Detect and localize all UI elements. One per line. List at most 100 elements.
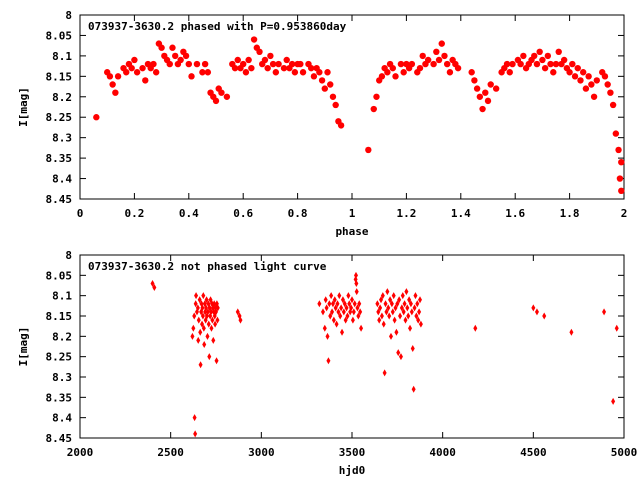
plot-frame bbox=[79, 254, 625, 439]
y-tick-label: 8.25 bbox=[46, 111, 73, 124]
data-point bbox=[327, 300, 332, 308]
data-point bbox=[441, 52, 448, 60]
data-point bbox=[413, 292, 418, 300]
y-tick-label: 8.1 bbox=[52, 50, 72, 63]
data-point bbox=[582, 85, 590, 92]
data-point bbox=[438, 40, 445, 47]
data-point bbox=[416, 316, 421, 324]
data-point bbox=[352, 300, 357, 308]
data-point bbox=[238, 316, 243, 324]
data-point bbox=[353, 271, 358, 279]
data-point bbox=[321, 85, 328, 92]
data-point bbox=[332, 296, 337, 304]
y-tick-label: 8.45 bbox=[46, 432, 73, 445]
data-point bbox=[210, 316, 215, 324]
data-point bbox=[142, 77, 149, 84]
data-point bbox=[335, 300, 340, 308]
data-point bbox=[612, 130, 620, 137]
data-point bbox=[577, 77, 584, 84]
data-point bbox=[328, 312, 333, 320]
data-point bbox=[409, 308, 414, 316]
data-point bbox=[185, 60, 192, 68]
data-point bbox=[215, 316, 220, 324]
x-tick-label: 4500 bbox=[520, 446, 547, 459]
data-point bbox=[200, 304, 205, 312]
data-point bbox=[396, 349, 401, 357]
data-point bbox=[375, 300, 380, 308]
data-point bbox=[109, 81, 116, 88]
data-point bbox=[387, 312, 392, 320]
x-tick-label: 1.6 bbox=[505, 207, 525, 220]
y-tick-label: 8.4 bbox=[52, 173, 72, 186]
data-point bbox=[411, 385, 416, 393]
data-point bbox=[392, 73, 399, 80]
data-point bbox=[378, 73, 386, 80]
data-point bbox=[299, 69, 307, 76]
data-point bbox=[114, 73, 122, 80]
data-point bbox=[193, 430, 198, 438]
data-point bbox=[207, 353, 212, 361]
x-tick-label: 0.4 bbox=[179, 207, 199, 220]
data-point bbox=[245, 56, 252, 64]
data-point bbox=[391, 292, 396, 300]
data-point bbox=[343, 316, 348, 324]
data-point bbox=[384, 69, 391, 76]
data-point bbox=[487, 81, 494, 88]
data-point bbox=[204, 304, 209, 312]
data-point bbox=[341, 308, 346, 316]
data-point bbox=[446, 69, 454, 76]
data-point bbox=[133, 69, 141, 76]
data-point bbox=[358, 308, 363, 316]
data-point bbox=[316, 69, 323, 76]
data-point bbox=[201, 324, 206, 332]
y-tick-label: 8.05 bbox=[46, 269, 73, 282]
y-tick-label: 8.15 bbox=[46, 70, 73, 83]
data-point bbox=[509, 60, 516, 68]
data-point bbox=[240, 60, 247, 68]
data-point bbox=[283, 56, 290, 64]
data-point bbox=[334, 320, 339, 328]
data-point bbox=[430, 60, 437, 68]
data-point bbox=[433, 48, 440, 55]
data-point bbox=[376, 308, 381, 316]
data-point bbox=[615, 146, 622, 154]
data-point bbox=[408, 60, 416, 68]
data-point bbox=[444, 60, 451, 68]
data-point bbox=[339, 304, 344, 312]
data-point bbox=[325, 332, 330, 340]
y-tick-label: 8.15 bbox=[46, 310, 73, 323]
data-point bbox=[330, 308, 335, 316]
data-point bbox=[479, 105, 486, 113]
data-point bbox=[256, 48, 263, 55]
data-point bbox=[383, 300, 388, 308]
x-tick-label: 1.8 bbox=[560, 207, 580, 220]
data-point bbox=[333, 304, 338, 312]
x-tick-label: 0 bbox=[77, 207, 84, 220]
data-point bbox=[454, 64, 462, 72]
data-point bbox=[407, 296, 412, 304]
data-point bbox=[326, 357, 331, 365]
data-point bbox=[435, 56, 443, 64]
data-point bbox=[593, 77, 600, 84]
data-point bbox=[337, 122, 345, 129]
data-point bbox=[406, 312, 411, 320]
data-point bbox=[418, 320, 423, 328]
data-point bbox=[412, 304, 417, 312]
data-point bbox=[320, 308, 325, 316]
data-point bbox=[182, 52, 190, 60]
data-point bbox=[329, 93, 337, 100]
data-point bbox=[291, 69, 299, 76]
data-point bbox=[414, 312, 419, 320]
data-point bbox=[201, 60, 209, 68]
data-point bbox=[201, 292, 206, 300]
data-point bbox=[214, 308, 218, 316]
data-point bbox=[197, 296, 202, 304]
y-tick-label: 8.3 bbox=[52, 371, 72, 384]
data-point bbox=[209, 308, 214, 316]
data-point bbox=[93, 114, 100, 121]
data-point bbox=[200, 312, 205, 320]
y-tick-label: 8.35 bbox=[46, 152, 73, 165]
data-point bbox=[324, 69, 331, 76]
data-point bbox=[397, 60, 405, 68]
